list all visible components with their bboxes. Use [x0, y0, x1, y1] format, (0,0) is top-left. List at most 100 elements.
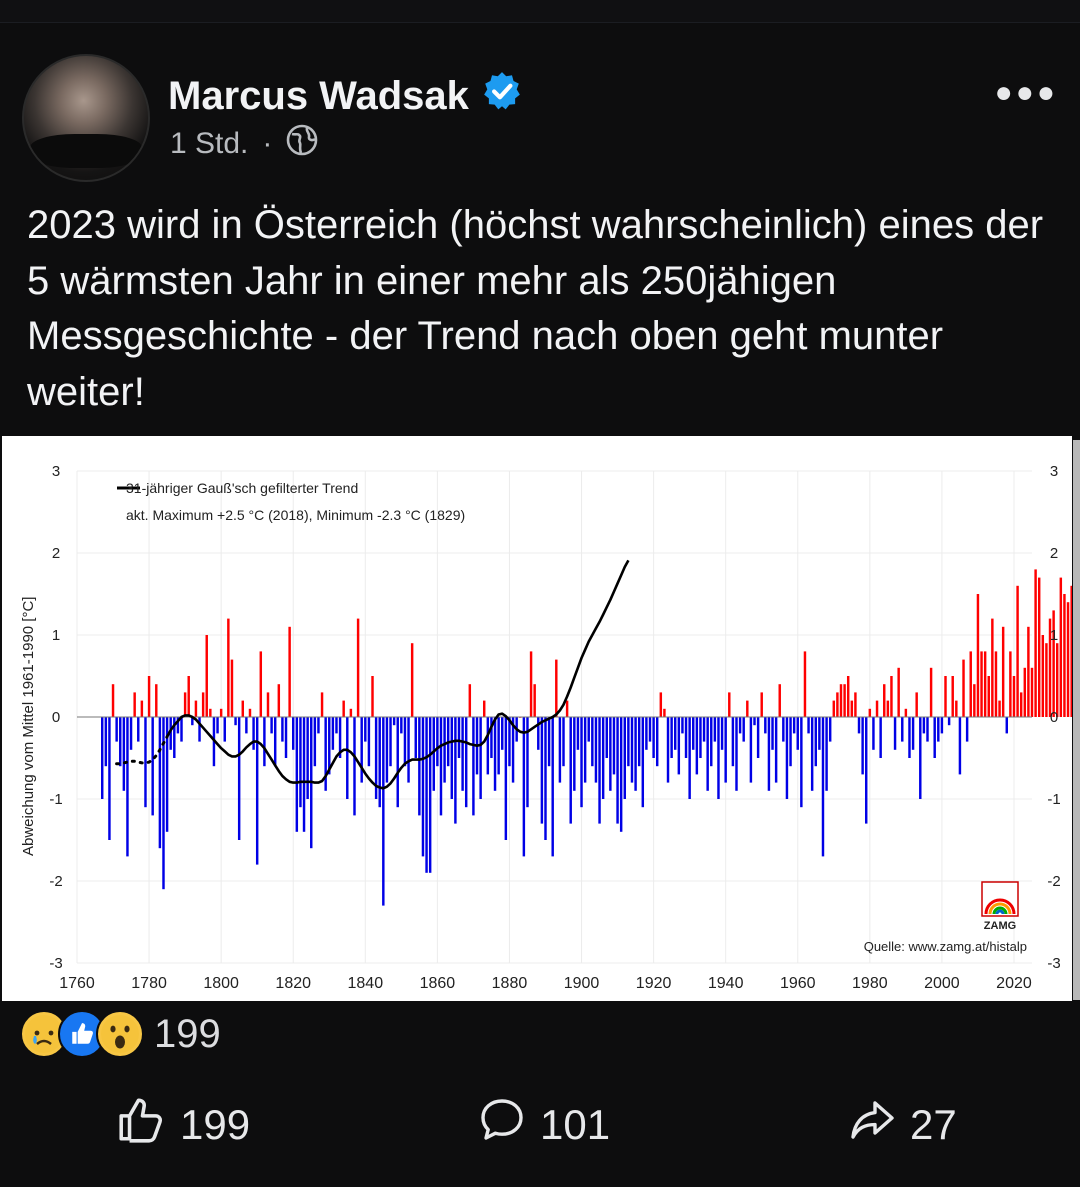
anomaly-bar — [162, 717, 165, 890]
anomaly-bar — [1019, 692, 1023, 717]
anomaly-bar — [176, 717, 180, 734]
anomaly-bar — [598, 717, 601, 824]
anomaly-bar — [1052, 610, 1055, 717]
zamg-logo: ZAMG — [981, 881, 1019, 932]
anomaly-bar — [897, 667, 900, 717]
anomaly-bar — [1012, 676, 1016, 717]
anomaly-bar — [789, 717, 792, 767]
anomaly-bar — [616, 717, 619, 824]
anomaly-bar — [1037, 577, 1041, 717]
anomaly-bar — [450, 717, 454, 799]
anomaly-bar — [883, 684, 886, 717]
chart-note: akt. Maximum +2.5 °C (2018), Minimum -2.… — [126, 507, 465, 523]
x-tick-label: 1840 — [348, 975, 384, 992]
anomaly-bar — [342, 700, 345, 717]
anomaly-bar — [922, 717, 926, 734]
x-tick-label: 2020 — [996, 975, 1032, 992]
anomaly-bar — [818, 717, 821, 750]
anomaly-bar — [706, 717, 709, 791]
anomaly-bar — [825, 717, 828, 791]
anomaly-bar — [987, 676, 990, 717]
anomaly-bar — [969, 651, 972, 717]
anomaly-bar — [760, 692, 763, 717]
anomaly-bar — [940, 717, 944, 734]
author-avatar[interactable] — [22, 54, 150, 182]
anomaly-bar — [619, 717, 623, 832]
anomaly-bar — [814, 717, 817, 767]
anomaly-bar — [634, 717, 637, 791]
anomaly-bar — [659, 692, 663, 717]
bars-group — [101, 569, 1072, 906]
anomaly-bar — [324, 717, 327, 791]
comment-button[interactable]: 101 — [478, 1080, 610, 1170]
anomaly-bar — [612, 717, 616, 775]
scrollbar[interactable] — [1073, 440, 1080, 1000]
anomaly-bar — [951, 676, 954, 717]
anomaly-bar — [320, 692, 324, 717]
anomaly-bar — [468, 684, 472, 717]
anomaly-bar — [378, 717, 381, 808]
anomaly-bar — [349, 708, 353, 717]
anomaly-bar — [1041, 635, 1045, 717]
anomaly-bar — [728, 692, 731, 717]
anomaly-bar — [331, 717, 335, 750]
globe-icon — [286, 124, 318, 164]
anomaly-bar — [580, 717, 583, 808]
anomaly-bar — [155, 684, 158, 717]
anomaly-bar — [183, 692, 187, 717]
anomaly-bar — [367, 717, 371, 767]
meta-separator: · — [262, 127, 273, 160]
x-tick-label: 1820 — [275, 975, 311, 992]
anomaly-bar — [111, 684, 115, 717]
anomaly-bar — [962, 659, 965, 717]
post-time[interactable]: 1 Std. — [170, 127, 249, 160]
author-name[interactable]: Marcus Wadsak — [168, 73, 469, 118]
y-tick-label-left: -1 — [49, 791, 62, 808]
anomaly-bar — [627, 717, 630, 767]
more-options-icon[interactable]: ●●● — [994, 76, 1058, 109]
anomaly-bar — [738, 717, 742, 734]
anomaly-bar — [169, 717, 172, 750]
anomaly-bar — [1016, 585, 1019, 717]
anomaly-bar — [407, 717, 410, 783]
anomaly-bar — [497, 717, 500, 775]
status-bar — [0, 0, 1080, 23]
anomaly-bar — [432, 717, 435, 791]
x-tick-label: 1900 — [564, 975, 600, 992]
temperature-chart[interactable]: Abweichung vom Mittel 1961-1990 [°C] 31-… — [2, 436, 1072, 1001]
anomaly-bar — [926, 717, 929, 742]
anomaly-bar — [774, 717, 778, 783]
anomaly-bar — [1063, 594, 1066, 717]
anomaly-bar — [720, 717, 724, 750]
anomaly-bar — [699, 717, 702, 758]
comment-icon — [478, 1096, 526, 1154]
anomaly-bar — [428, 717, 432, 873]
x-tick-label: 1760 — [59, 975, 95, 992]
reaction-summary[interactable]: 199 — [20, 1008, 221, 1060]
anomaly-bar — [529, 651, 533, 717]
anomaly-bar — [140, 700, 144, 717]
anomaly-bar — [782, 717, 785, 742]
anomaly-bar — [1045, 643, 1048, 717]
anomaly-bar — [436, 717, 439, 767]
share-button[interactable]: 27 — [848, 1080, 957, 1170]
anomaly-bar — [872, 717, 875, 750]
y-tick-label-right: 1 — [1050, 627, 1058, 644]
anomaly-bar — [198, 717, 201, 742]
anomaly-bar — [173, 717, 176, 758]
anomaly-bar — [490, 717, 493, 758]
anomaly-bar — [425, 717, 428, 873]
anomaly-bar — [392, 717, 396, 726]
anomaly-bar — [944, 676, 947, 717]
anomaly-bar — [843, 684, 846, 717]
anomaly-bar — [295, 717, 299, 832]
anomaly-bar — [724, 717, 727, 783]
x-tick-label: 1980 — [852, 975, 888, 992]
anomaly-bar — [108, 717, 111, 840]
anomaly-bar — [241, 700, 244, 717]
anomaly-bar — [1027, 626, 1030, 717]
anomaly-bar — [785, 717, 789, 799]
like-button[interactable]: 199 — [116, 1080, 250, 1170]
anomaly-bar — [216, 717, 219, 734]
comment-count: 101 — [540, 1101, 611, 1148]
